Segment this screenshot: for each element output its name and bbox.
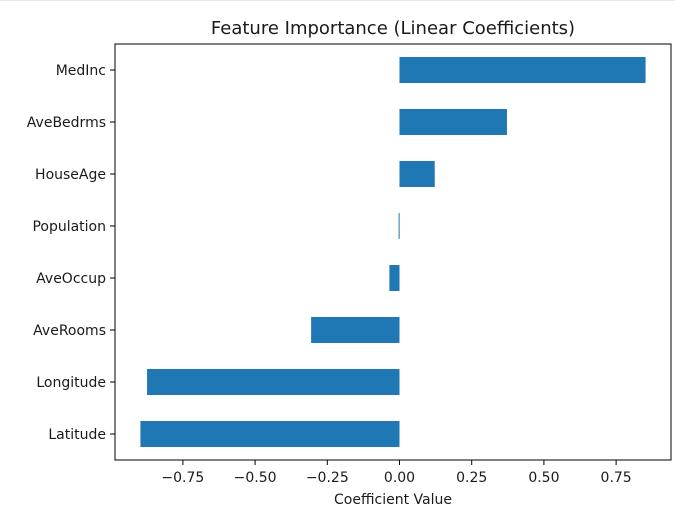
bar-aveoccup (389, 265, 400, 291)
bar-population (398, 213, 400, 239)
bar-latitude (140, 421, 400, 447)
y-tick-label: HouseAge (35, 167, 106, 183)
x-tick-label: −0.75 (161, 470, 204, 486)
x-tick-label: −0.25 (306, 470, 349, 486)
y-tick-label: AveOccup (36, 271, 106, 287)
top-divider (0, 0, 675, 1)
bars-group (140, 57, 646, 447)
y-tick-label: AveRooms (33, 323, 106, 339)
bar-medinc (399, 57, 646, 83)
x-tick-label: 0.00 (384, 470, 415, 486)
chart-title: Feature Importance (Linear Coefficients) (211, 18, 575, 39)
y-axis: MedInc AveBedrms HouseAge Population AveOccu… (27, 63, 115, 443)
x-tick-label: 0.50 (528, 470, 559, 486)
y-tick-label: Population (32, 219, 106, 235)
y-tick-label: Latitude (48, 427, 106, 443)
bar-houseage (399, 161, 435, 187)
x-tick-label: 0.75 (601, 470, 632, 486)
x-axis-label: Coefficient Value (334, 492, 452, 508)
bar-avebedrms (399, 109, 507, 135)
x-axis: −0.75 −0.50 −0.25 0.00 0.25 0.50 0.75 (161, 460, 632, 486)
y-tick-label: MedInc (56, 63, 106, 79)
bar-averooms (311, 317, 400, 343)
x-tick-label: −0.50 (234, 470, 277, 486)
y-tick-label: Longitude (36, 375, 106, 391)
x-tick-label: 0.25 (456, 470, 487, 486)
plot-frame (114, 43, 672, 461)
bar-longitude (147, 369, 400, 395)
y-tick-label: AveBedrms (27, 115, 106, 131)
